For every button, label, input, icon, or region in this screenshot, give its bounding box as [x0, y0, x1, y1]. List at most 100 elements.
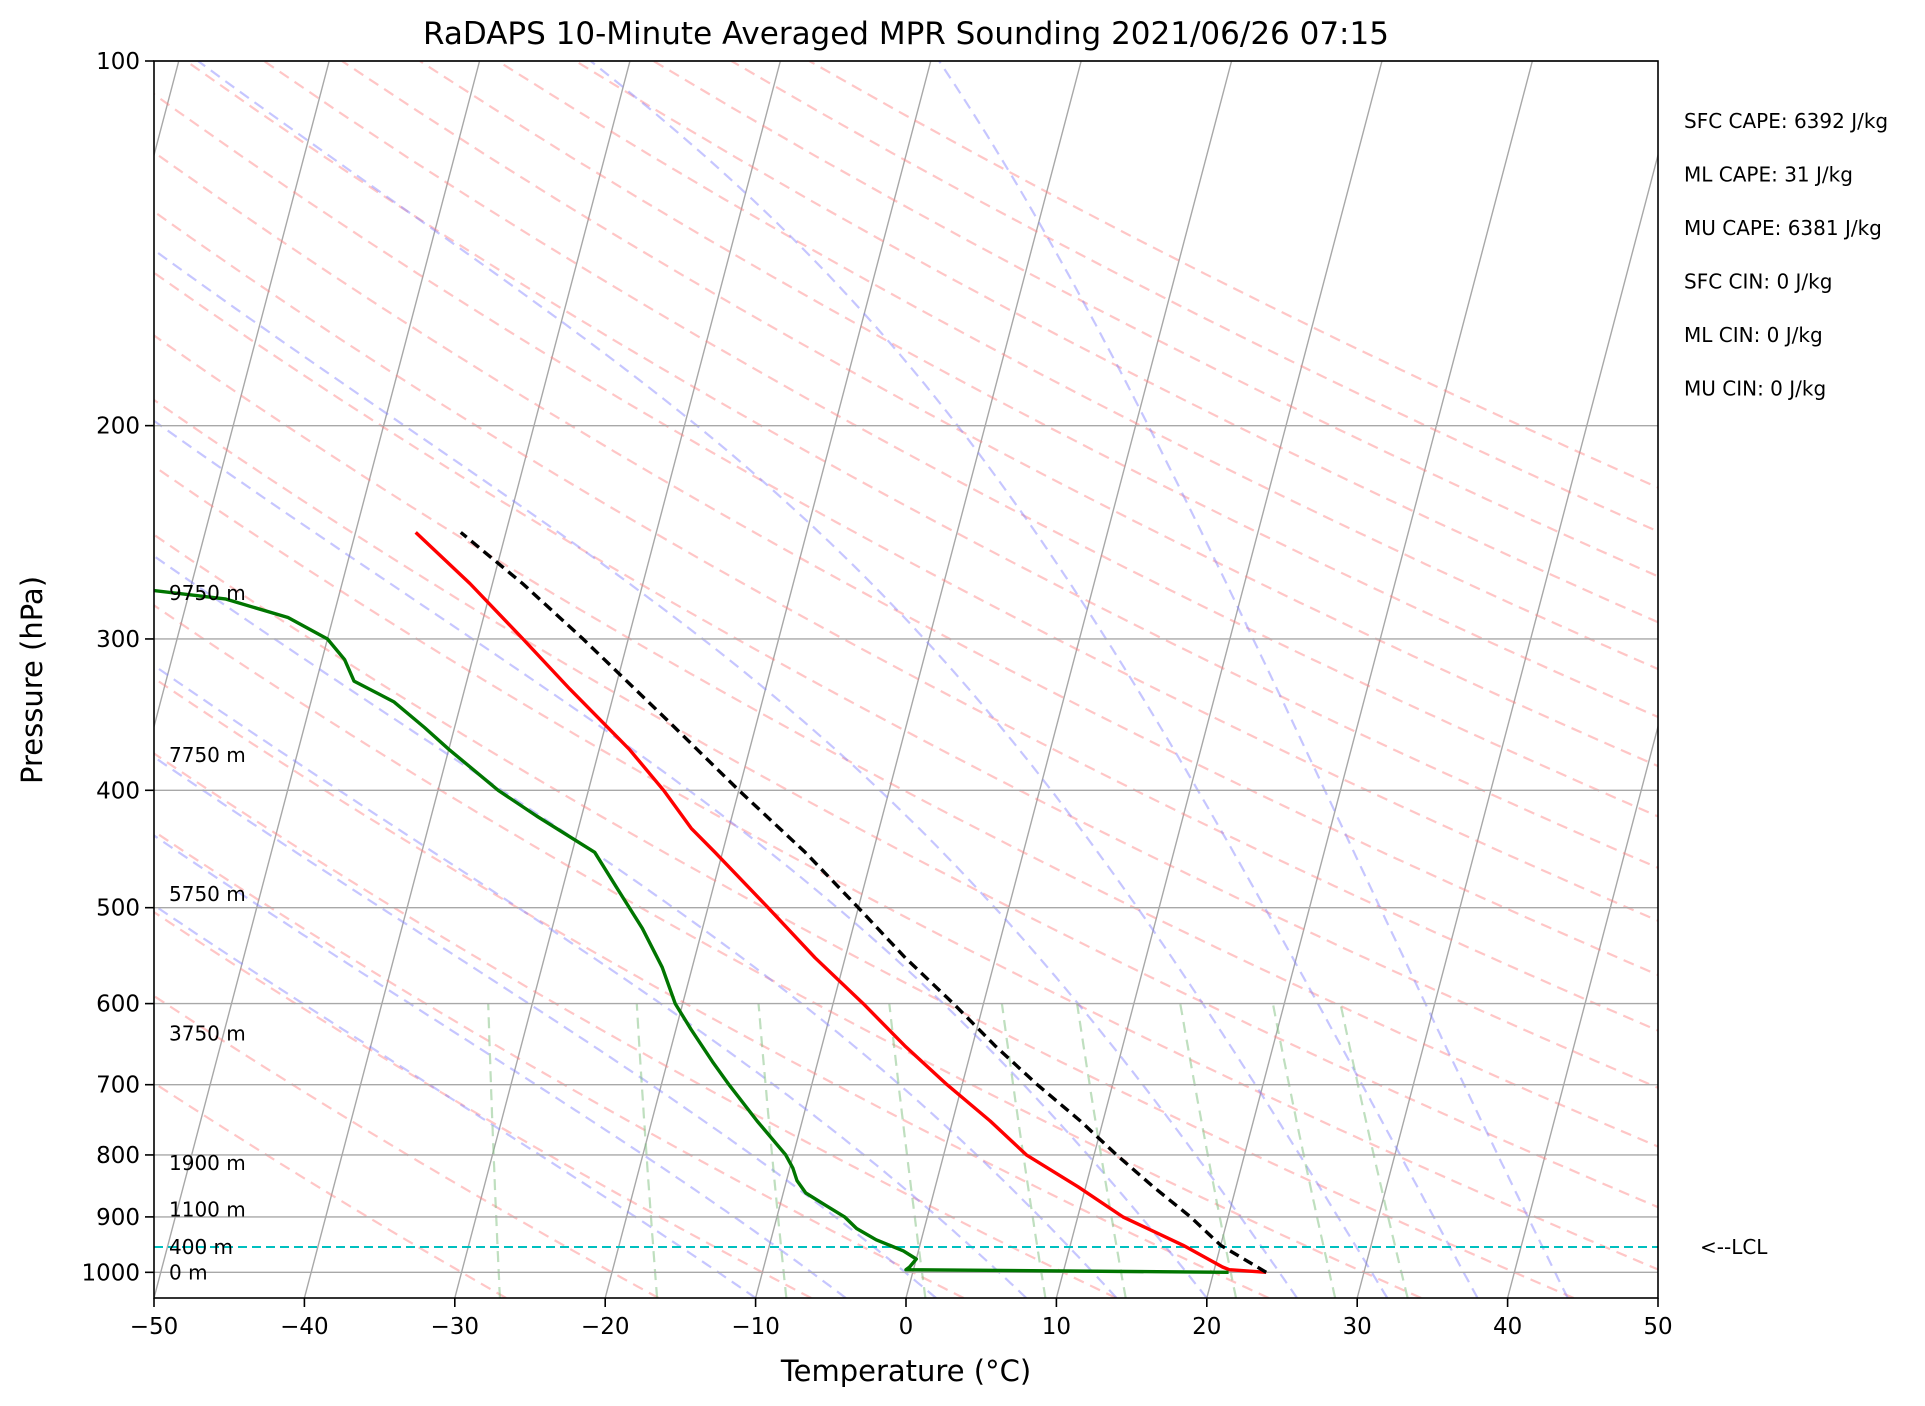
moist-adiabat-line: [154, 248, 1298, 1298]
x-tick-label: 30: [1343, 1314, 1372, 1340]
y-tick-label: 900: [96, 1205, 140, 1231]
dry-adiabat-line: [419, 61, 1658, 719]
stability-index-text: ML CAPE: 31 J/kg: [1684, 163, 1853, 187]
x-tick-label: −40: [280, 1314, 329, 1340]
dry-adiabat-line: [154, 604, 1422, 1298]
height-label: 1100 m: [169, 1197, 246, 1221]
x-tick-label: −10: [731, 1314, 780, 1340]
isotherm-line: [604, 61, 932, 1298]
mixing-ratio-line: [635, 1003, 659, 1298]
x-tick-label: 50: [1643, 1314, 1672, 1340]
lcl-label: <--LCL: [1700, 1235, 1768, 1259]
height-label: 9750 m: [169, 581, 246, 605]
y-tick-label: 400: [96, 778, 140, 804]
dry-adiabat-line: [154, 1081, 507, 1298]
isotherm-line: [454, 61, 782, 1298]
dewpoint-profile-line: [154, 588, 1229, 1274]
dry-adiabat-line: [341, 61, 1658, 768]
height-label: 5750 m: [169, 882, 246, 906]
y-tick-label: 700: [96, 1073, 140, 1099]
x-tick-label: −50: [130, 1314, 179, 1340]
moist-adiabat-line: [197, 61, 1389, 1298]
dry-adiabat-line: [154, 676, 1270, 1298]
stability-index-text: MU CAPE: 6381 J/kg: [1684, 216, 1882, 240]
dry-adiabat-line: [730, 61, 1658, 533]
dry-adiabat-line: [154, 210, 1658, 1032]
dry-adiabat-line: [808, 61, 1658, 489]
moist-adiabat-line: [154, 903, 757, 1298]
mixing-ratio-line: [757, 1003, 788, 1298]
dry-adiabat-line: [154, 830, 965, 1298]
x-tick-label: 20: [1192, 1314, 1221, 1340]
x-axis-ticks: −50 −40 −30 −20 −10 0 10 20 30 40 50: [130, 1298, 1673, 1340]
plot-frame: [153, 60, 1659, 1299]
dry-adiabat-line: [154, 150, 1658, 977]
data-lines: [154, 531, 1268, 1274]
dry-adiabat-line: [154, 271, 1658, 1089]
y-axis-ticks: 100 200 300 400 500 600 700 800 900 1000: [81, 49, 154, 1286]
parcel-profile-line: [459, 531, 1268, 1274]
height-label: 3750 m: [169, 1021, 246, 1045]
moist-adiabat-line: [154, 834, 847, 1298]
dry-adiabat-line: [154, 533, 1575, 1298]
moist-adiabat-line: [154, 419, 1208, 1298]
x-tick-label: 40: [1493, 1314, 1522, 1340]
dry-adiabat-line: [154, 752, 1117, 1298]
y-axis-label: Pressure (hPa): [15, 576, 49, 784]
isotherm-line: [1657, 1295, 1658, 1298]
stability-index-text: SFC CIN: 0 J/kg: [1684, 270, 1832, 294]
isotherm-line: [1206, 61, 1534, 1298]
isotherm-line: [1055, 61, 1383, 1298]
isotherm-line: [1808, 61, 1925, 1298]
y-tick-label: 500: [96, 896, 140, 922]
height-label: 400 m: [169, 1235, 233, 1259]
height-label: 7750 m: [169, 743, 246, 767]
dry-adiabat-line: [575, 61, 1658, 624]
mixing-ratio-line: [1271, 1003, 1337, 1298]
stability-index-text: SFC CAPE: 6392 J/kg: [1684, 109, 1888, 133]
moist-adiabat-line: [589, 61, 1479, 1298]
temperature-profile-line: [414, 531, 1267, 1274]
isotherm-line: [905, 61, 1233, 1298]
dry-adiabat-line: [154, 334, 1658, 1148]
x-tick-label: 10: [1042, 1314, 1071, 1340]
isotherm-line: [154, 61, 481, 1298]
mixing-ratio-line: [1000, 1003, 1047, 1298]
isotherm-line: [754, 61, 1082, 1298]
y-tick-label: 100: [96, 49, 140, 75]
mixing-ratio-line: [1339, 1003, 1409, 1298]
dry-adiabat-line: [185, 61, 1658, 870]
moist-adiabat-line: [154, 554, 1118, 1298]
mixing-ratio-line: [888, 1003, 927, 1298]
isotherm-line: [303, 61, 631, 1298]
x-axis-label: Temperature (°C): [780, 1354, 1031, 1388]
stability-index-text: MU CIN: 0 J/kg: [1684, 377, 1826, 401]
moist-adiabat-line: [154, 755, 937, 1298]
y-tick-label: 300: [96, 627, 140, 653]
y-tick-label: 1000: [81, 1260, 140, 1286]
dry-adiabat-line: [497, 61, 1658, 671]
x-tick-label: 0: [899, 1314, 914, 1340]
y-tick-label: 600: [96, 992, 140, 1018]
isotherm-line: [1356, 152, 1658, 1298]
dry-adiabat-line: [154, 910, 812, 1298]
background-lines: [154, 61, 1925, 1298]
isotherm-line: [154, 61, 330, 730]
chart-title: RaDAPS 10-Minute Averaged MPR Sounding 2…: [423, 16, 1389, 52]
moist-adiabat-line: [154, 664, 1028, 1298]
stability-indices: SFC CAPE: 6392 J/kg ML CAPE: 31 J/kg MU CA…: [1684, 109, 1888, 401]
mixing-ratio-line: [1179, 1003, 1238, 1298]
y-tick-label: 800: [96, 1143, 140, 1169]
x-tick-label: −30: [431, 1314, 480, 1340]
height-label: 1900 m: [169, 1151, 246, 1175]
dry-adiabat-line: [652, 61, 1658, 578]
dry-adiabat-line: [154, 464, 1658, 1271]
mixing-ratio-line: [487, 1003, 501, 1298]
dry-adiabat-line: [263, 61, 1658, 818]
stability-index-text: ML CIN: 0 J/kg: [1684, 323, 1823, 347]
x-tick-label: −20: [581, 1314, 630, 1340]
height-label: 0 m: [169, 1260, 208, 1284]
dry-adiabat-line: [154, 398, 1658, 1209]
